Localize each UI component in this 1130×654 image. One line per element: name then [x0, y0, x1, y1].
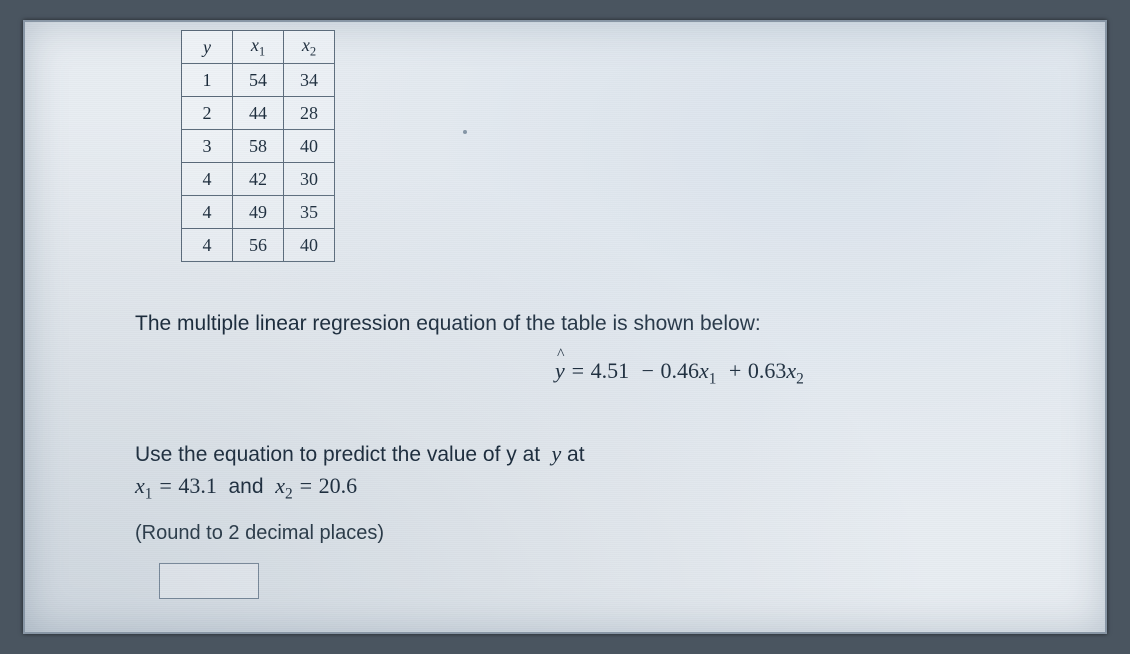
col-x2: x2	[284, 31, 335, 64]
cell: 40	[284, 130, 335, 163]
table-header-row: y x1 x2	[182, 31, 335, 64]
col-y: y	[182, 31, 233, 64]
predict-prompt: Use the equation to predict the value of…	[135, 438, 1065, 506]
cell: 1	[182, 64, 233, 97]
col-x1: x1	[233, 31, 284, 64]
round-instruction: (Round to 2 decimal places)	[135, 522, 1065, 545]
table-row: 3 58 40	[182, 130, 335, 163]
table-body: 1 54 34 2 44 28 3 58 40 4 42 30	[182, 64, 335, 262]
cell: 28	[284, 97, 335, 130]
table-row: 2 44 28	[182, 97, 335, 130]
cell: 4	[182, 196, 233, 229]
table-row: 4 42 30	[182, 163, 335, 196]
cell: 35	[284, 196, 335, 229]
cell: 54	[233, 64, 284, 97]
content-area: y x1 x2 1 54 34 2 44 28 3 58	[135, 22, 1065, 632]
question-panel: y x1 x2 1 54 34 2 44 28 3 58	[23, 20, 1107, 634]
answer-input[interactable]	[159, 563, 259, 599]
intro-text: The multiple linear regression equation …	[135, 308, 1065, 340]
cell: 4	[182, 163, 233, 196]
cell: 2	[182, 97, 233, 130]
use-text: Use the equation to predict the value of…	[135, 443, 540, 466]
data-table: y x1 x2 1 54 34 2 44 28 3 58	[181, 30, 335, 262]
cell: 3	[182, 130, 233, 163]
table-row: 4 49 35	[182, 196, 335, 229]
cell: 56	[233, 229, 284, 262]
cell: 58	[233, 130, 284, 163]
and-text: and	[223, 475, 270, 498]
table-row: 1 54 34	[182, 64, 335, 97]
cell: 40	[284, 229, 335, 262]
cell: 42	[233, 163, 284, 196]
regression-equation: y = 4.51 − 0.46x1 + 0.63x2	[135, 358, 1065, 388]
cell: 49	[233, 196, 284, 229]
table-row: 4 56 40	[182, 229, 335, 262]
cell: 34	[284, 64, 335, 97]
cell: 30	[284, 163, 335, 196]
cell: 4	[182, 229, 233, 262]
cell: 44	[233, 97, 284, 130]
